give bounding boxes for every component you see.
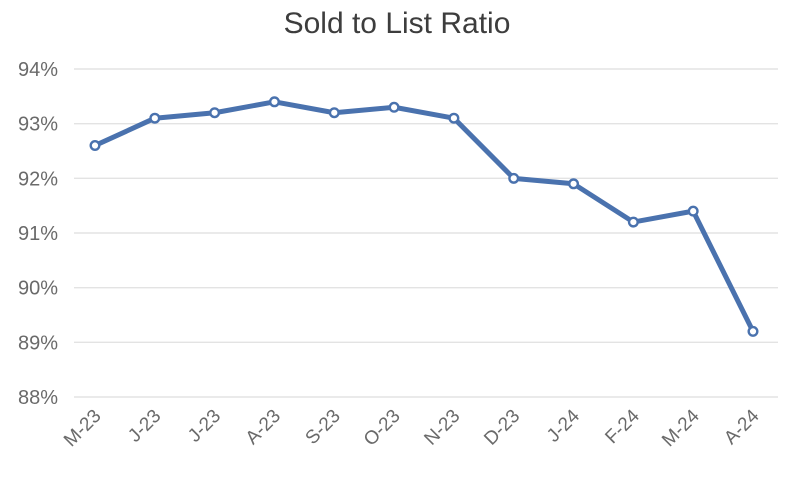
data-point [149,112,161,124]
data-point [448,112,460,124]
y-tick-label: 89% [18,332,58,354]
x-tick-label: A-24 [720,405,764,449]
y-tick-label: 90% [18,278,58,300]
y-tick-label: 94% [18,59,58,81]
data-point [508,172,520,184]
chart-title: Sold to List Ratio [284,7,511,40]
data-line [92,99,756,334]
data-point [627,216,639,228]
x-tick-label: M-23 [60,406,105,451]
data-point [89,140,101,152]
x-tick-label: D-23 [480,406,524,450]
x-tick-label: A-23 [242,406,285,449]
x-tick-label: J-23 [124,406,165,447]
data-point [568,178,580,190]
gridlines-group [74,68,778,398]
y-axis-labels-group: 88% 89% 90% 91% 92% 93% 94% [18,59,58,409]
x-tick-label: N-23 [420,406,464,450]
data-point [747,325,759,337]
x-tick-label: F-24 [601,405,644,448]
data-point [388,101,400,113]
x-axis-labels-group: M-23 J-23 J-23 A-23 S-23 O-23 N-23 D-23 J-24 F-24… [60,405,764,451]
x-tick-label: M-24 [658,405,704,451]
series-group [89,96,759,337]
y-tick-label: 92% [18,168,58,190]
data-point [268,96,280,108]
x-tick-label: O-23 [360,406,405,451]
y-tick-label: 93% [18,114,58,136]
data-point [209,107,221,119]
y-tick-label: 91% [18,223,58,245]
data-point [328,107,340,119]
x-tick-label: J-23 [184,406,225,447]
x-tick-label: S-23 [302,406,345,449]
x-tick-label: J-24 [543,405,584,446]
data-point [687,205,699,217]
y-tick-label: 88% [18,387,58,409]
